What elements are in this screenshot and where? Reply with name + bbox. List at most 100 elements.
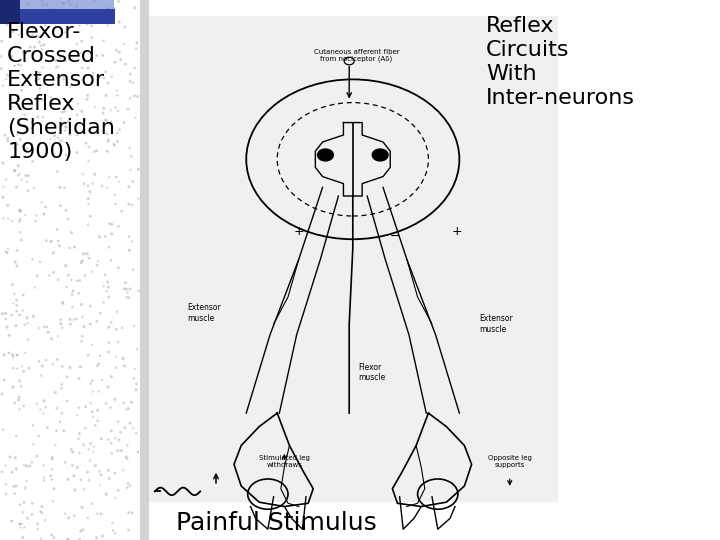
Point — [6, 350, 18, 359]
Point — [112, 222, 124, 231]
Point — [104, 173, 115, 181]
Point — [2, 71, 14, 79]
Point — [19, 484, 31, 492]
Point — [0, 309, 8, 318]
Point — [7, 27, 19, 36]
Point — [94, 309, 106, 318]
Text: Painful Stimulus: Painful Stimulus — [176, 511, 377, 535]
Point — [38, 210, 50, 219]
Point — [128, 322, 140, 330]
Point — [71, 276, 83, 285]
Point — [120, 60, 131, 69]
Point — [126, 398, 138, 407]
Point — [130, 113, 141, 122]
Point — [51, 225, 63, 234]
Point — [82, 91, 94, 100]
Point — [35, 405, 46, 414]
Point — [72, 100, 84, 109]
Point — [79, 271, 91, 280]
Point — [9, 399, 20, 407]
Point — [55, 201, 66, 210]
Point — [102, 283, 114, 292]
Point — [56, 380, 68, 389]
Point — [60, 123, 72, 131]
Point — [2, 214, 14, 223]
Point — [71, 131, 83, 139]
Point — [104, 474, 115, 483]
Point — [76, 257, 87, 266]
Point — [63, 0, 74, 5]
Point — [120, 453, 132, 461]
Point — [12, 246, 23, 255]
Point — [38, 476, 50, 484]
Point — [35, 42, 47, 50]
Point — [130, 44, 142, 53]
Point — [123, 232, 135, 241]
Point — [67, 287, 78, 295]
Point — [22, 313, 33, 322]
Point — [106, 449, 117, 458]
Point — [78, 525, 89, 534]
Point — [112, 107, 124, 116]
Point — [123, 293, 135, 302]
Point — [53, 275, 64, 284]
Point — [109, 434, 121, 443]
Point — [60, 206, 72, 215]
Point — [75, 363, 86, 372]
Point — [14, 519, 25, 528]
Point — [91, 261, 103, 269]
Point — [36, 508, 48, 517]
Point — [103, 323, 114, 332]
Point — [38, 461, 50, 470]
Circle shape — [318, 149, 333, 161]
Point — [98, 74, 109, 83]
Point — [6, 52, 17, 60]
Point — [30, 76, 41, 85]
Point — [11, 183, 22, 192]
Point — [82, 514, 94, 522]
Point — [12, 351, 23, 360]
Point — [78, 249, 89, 258]
Point — [14, 135, 26, 144]
Point — [19, 523, 30, 532]
Point — [76, 300, 87, 309]
Point — [45, 334, 57, 343]
Point — [0, 52, 6, 60]
Point — [60, 151, 72, 159]
Point — [22, 319, 34, 328]
Point — [12, 262, 23, 271]
Point — [86, 376, 98, 385]
Point — [106, 439, 117, 448]
Point — [17, 306, 29, 315]
Point — [13, 396, 24, 404]
Point — [132, 448, 144, 456]
Point — [124, 246, 135, 254]
Point — [59, 28, 71, 37]
Point — [73, 434, 84, 443]
Point — [16, 236, 27, 245]
Point — [27, 49, 38, 57]
Point — [54, 241, 66, 250]
Point — [54, 417, 66, 426]
Point — [11, 301, 22, 309]
Point — [65, 0, 76, 9]
Point — [0, 350, 10, 359]
Point — [84, 254, 95, 262]
Point — [27, 157, 38, 166]
Point — [12, 119, 24, 127]
Point — [78, 9, 89, 17]
Point — [66, 461, 78, 470]
Point — [81, 20, 93, 29]
Point — [126, 237, 138, 246]
Point — [7, 364, 19, 373]
Point — [114, 428, 126, 436]
Point — [100, 91, 112, 100]
Point — [6, 217, 18, 225]
Point — [1, 20, 13, 29]
Point — [9, 62, 20, 70]
Point — [0, 175, 12, 184]
Point — [118, 118, 130, 127]
Point — [121, 285, 132, 293]
Point — [31, 452, 42, 461]
Point — [71, 2, 83, 10]
